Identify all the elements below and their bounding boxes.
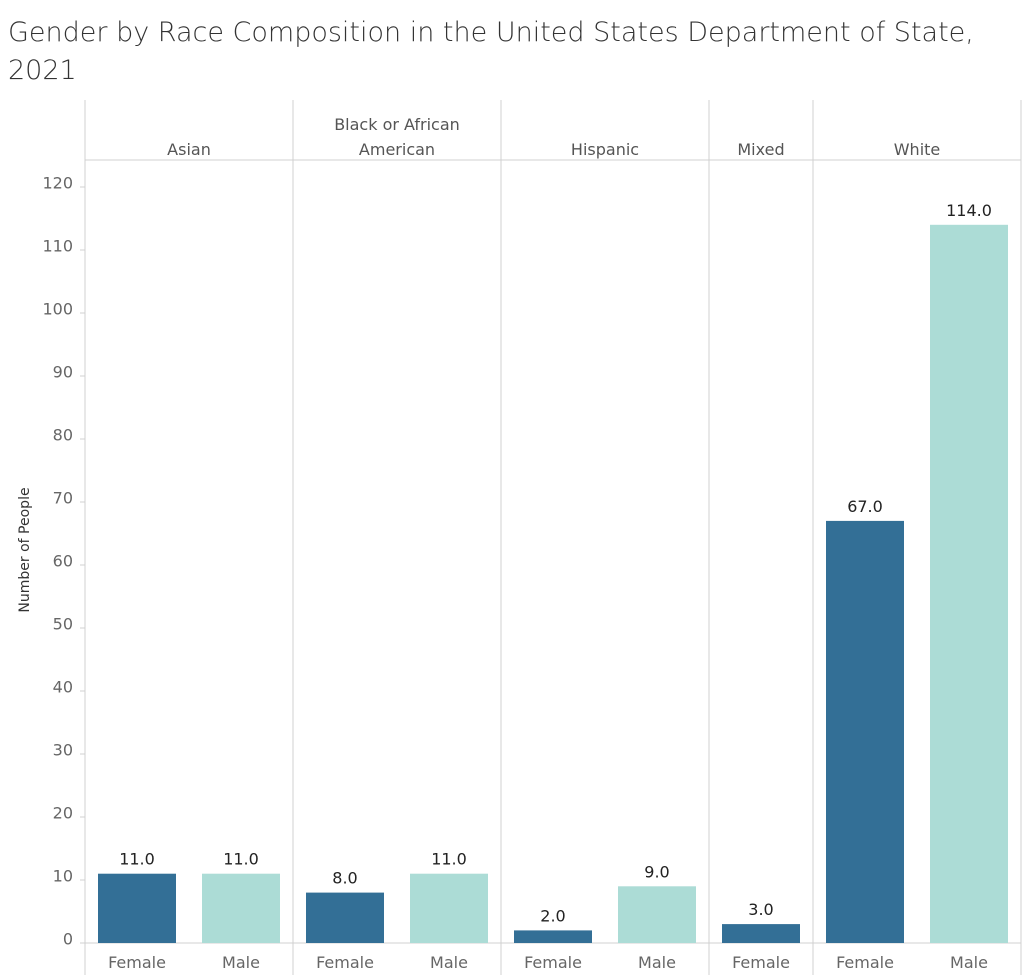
y-tick-label: 80 bbox=[53, 426, 73, 445]
y-tick-label: 110 bbox=[42, 237, 73, 256]
bar-male bbox=[202, 873, 280, 943]
chart-title: Gender by Race Composition in the United… bbox=[8, 17, 974, 86]
panel-header: Mixed bbox=[737, 140, 784, 159]
x-tick-label: Female bbox=[108, 953, 166, 972]
bar-male bbox=[410, 873, 488, 943]
y-tick-label: 50 bbox=[53, 615, 73, 634]
panel-header: Hispanic bbox=[571, 140, 639, 159]
bar-female bbox=[306, 892, 384, 943]
panel-header: American bbox=[359, 140, 435, 159]
data-label: 11.0 bbox=[119, 850, 155, 869]
y-tick-label: 60 bbox=[53, 552, 73, 571]
bar-female bbox=[514, 930, 592, 943]
panel-header: Asian bbox=[167, 140, 211, 159]
x-tick-label: Female bbox=[732, 953, 790, 972]
x-tick-label: Female bbox=[316, 953, 374, 972]
data-label: 11.0 bbox=[431, 850, 467, 869]
x-tick-label: Female bbox=[836, 953, 894, 972]
x-tick-label: Male bbox=[430, 953, 468, 972]
y-tick-label: 100 bbox=[42, 300, 73, 319]
bar-female bbox=[98, 873, 176, 943]
bar-female bbox=[722, 924, 800, 943]
x-tick-label: Male bbox=[638, 953, 676, 972]
x-tick-label: Female bbox=[524, 953, 582, 972]
x-tick-label: Male bbox=[950, 953, 988, 972]
y-tick-label: 30 bbox=[53, 741, 73, 760]
data-label: 114.0 bbox=[946, 201, 992, 220]
y-tick-label: 40 bbox=[53, 678, 73, 697]
data-label: 11.0 bbox=[223, 850, 259, 869]
panel-header: White bbox=[894, 140, 941, 159]
y-tick-label: 70 bbox=[53, 489, 73, 508]
y-axis-title: Number of People bbox=[17, 487, 33, 612]
data-label: 8.0 bbox=[332, 869, 357, 888]
data-label: 3.0 bbox=[748, 900, 773, 919]
data-label: 2.0 bbox=[540, 906, 565, 925]
y-tick-label: 10 bbox=[53, 867, 73, 886]
y-tick-label: 20 bbox=[53, 804, 73, 823]
y-tick-label: 0 bbox=[63, 930, 73, 949]
x-tick-label: Male bbox=[222, 953, 260, 972]
data-label: 9.0 bbox=[644, 862, 669, 881]
bar-male bbox=[618, 886, 696, 943]
y-tick-label: 90 bbox=[53, 363, 73, 382]
y-tick-label: 120 bbox=[42, 174, 73, 193]
bar-female bbox=[826, 520, 904, 943]
data-label: 67.0 bbox=[847, 497, 883, 516]
panel-header: Black or African bbox=[334, 115, 460, 134]
bar-male bbox=[930, 224, 1008, 944]
